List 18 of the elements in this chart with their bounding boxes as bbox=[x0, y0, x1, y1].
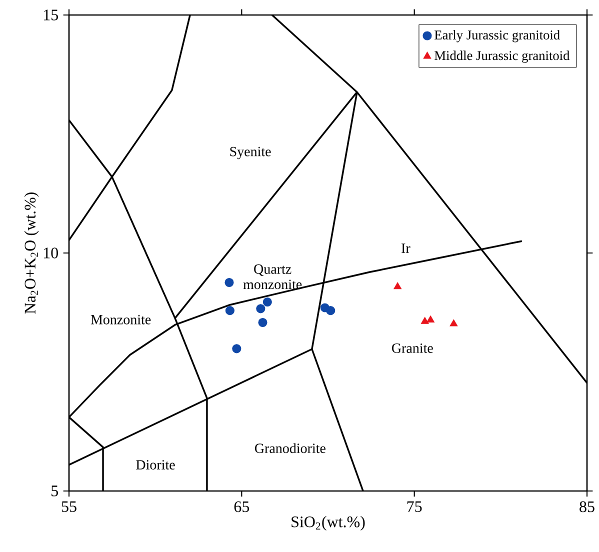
x-axis-title: SiO$_{2}$(wt.%) bbox=[292, 516, 365, 531]
annotation: Syenite bbox=[230, 146, 271, 160]
annotation: Granodiorite bbox=[254, 443, 326, 454]
y-tick-label: 5 bbox=[52, 486, 58, 496]
legend-label: Middle Jurassic granitoid bbox=[434, 50, 570, 63]
x-tick-label: 55 bbox=[62, 501, 76, 512]
x-tick-label: 65 bbox=[234, 501, 250, 512]
y-tick-label: 15 bbox=[44, 10, 58, 20]
y-tick-label: 10 bbox=[44, 248, 58, 258]
annotation: Quartz monzonite bbox=[243, 264, 302, 290]
y-axis-title: Na$_{2}$O+K$_{2}$O (wt.%) bbox=[24, 192, 39, 314]
annotation: Ir bbox=[402, 244, 410, 253]
annotation: Monzonite bbox=[90, 314, 151, 324]
x-tick-label: 85 bbox=[580, 501, 594, 512]
x-tick-label: 75 bbox=[407, 501, 422, 512]
annotation: Diorite bbox=[136, 460, 175, 470]
legend-label: Early Jurassic granitoid bbox=[434, 30, 560, 42]
annotation: Granite bbox=[392, 343, 433, 353]
